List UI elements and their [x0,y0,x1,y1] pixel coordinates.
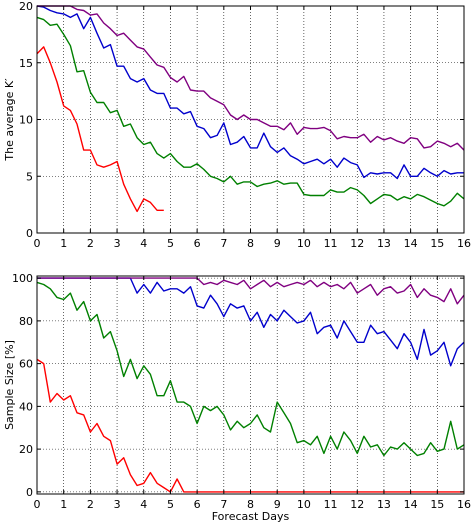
x-tick-label: 9 [274,237,281,250]
x-tick-label: 14 [404,237,418,250]
x-tick-label: 9 [274,498,281,511]
series-line-2 [36,281,465,457]
y-tick-label: 40 [19,400,33,413]
y-tick-label: 100 [12,272,33,285]
x-tick-label: 6 [194,498,201,511]
top-chart-series [36,5,465,213]
y-tick-label: 15 [19,57,33,70]
x-tick-label: 1 [60,498,67,511]
x-tick-label: 5 [167,237,174,250]
x-tick-label: 12 [350,498,364,511]
x-tick-label: 8 [247,237,254,250]
x-tick-label: 11 [324,498,338,511]
x-tick-label: 7 [220,498,227,511]
top-chart-y-axis-label: The average K′ [3,78,16,162]
series-line-2 [36,16,465,207]
x-tick-label: 0 [34,498,41,511]
x-tick-label: 12 [350,237,364,250]
x-tick-label: 3 [114,237,121,250]
x-tick-label: 8 [247,498,254,511]
x-tick-label: 16 [457,237,471,250]
series-line-3 [36,5,464,180]
x-tick-label: 2 [87,237,94,250]
y-tick-label: 60 [19,358,33,371]
x-tick-label: 10 [297,237,311,250]
bottom-chart-grid [37,276,464,494]
x-tick-label: 3 [114,498,121,511]
series-line-1 [36,46,164,213]
x-tick-label: 6 [194,237,201,250]
bottom-chart-series [36,277,465,493]
bottom-chart-y-axis-label: Sample Size [%] [3,340,16,430]
y-tick-label: 20 [19,0,33,13]
x-tick-label: 16 [457,498,471,511]
series-line-4 [37,277,465,305]
x-tick-label: 13 [377,237,391,250]
x-tick-label: 15 [430,498,444,511]
bottom-chart-x-axis-label: Forecast Days [212,510,290,523]
x-tick-label: 2 [87,498,94,511]
x-tick-label: 4 [140,237,147,250]
x-tick-label: 5 [167,498,174,511]
x-tick-label: 13 [377,498,391,511]
y-tick-label: 5 [26,170,33,183]
x-tick-label: 7 [220,237,227,250]
x-tick-label: 4 [140,498,147,511]
y-tick-label: 0 [26,227,33,240]
x-tick-label: 11 [324,237,338,250]
y-tick-label: 0 [26,486,33,499]
x-tick-label: 15 [430,237,444,250]
x-tick-label: 14 [404,498,418,511]
x-tick-label: 10 [297,498,311,511]
series-line-1 [36,358,464,493]
y-tick-label: 80 [19,315,33,328]
x-tick-label: 0 [34,237,41,250]
series-line-4 [37,5,465,151]
y-tick-label: 10 [19,114,33,127]
y-tick-label: 20 [19,443,33,456]
x-tick-label: 1 [60,237,67,250]
